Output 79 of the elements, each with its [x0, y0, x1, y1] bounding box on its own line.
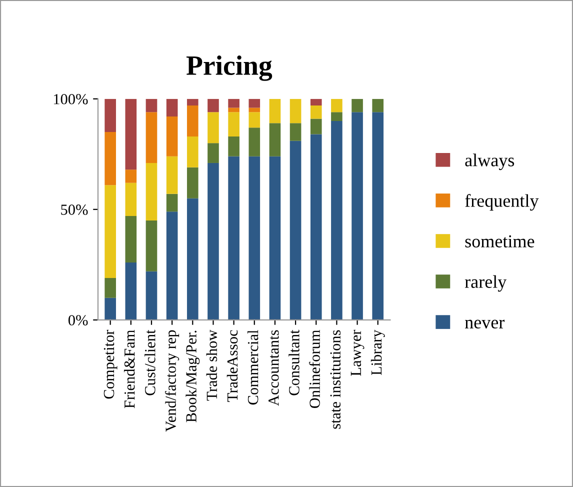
bar — [228, 136, 240, 156]
bar — [248, 98, 260, 108]
bar — [331, 120, 342, 320]
bar — [228, 112, 240, 136]
bar — [146, 271, 158, 320]
bar — [208, 162, 219, 320]
bar — [352, 98, 363, 112]
bar — [290, 123, 302, 141]
bar — [208, 112, 219, 144]
x-tick-label: Vend/factory rep — [165, 330, 180, 432]
legend-label: never — [464, 320, 505, 328]
legend-label: frequently — [465, 194, 539, 211]
bar — [166, 194, 178, 212]
bar — [248, 108, 260, 112]
bar — [290, 98, 302, 124]
bar — [269, 156, 281, 320]
bar — [331, 112, 342, 121]
bar — [125, 182, 137, 216]
chart-title: Pricing — [186, 55, 272, 81]
bar — [186, 105, 198, 136]
bar — [104, 298, 116, 320]
bar — [125, 216, 137, 262]
x-tick-label: Accountants — [268, 330, 279, 406]
bar — [186, 136, 198, 168]
bar — [166, 212, 178, 320]
x-tick-label: Library — [370, 330, 385, 376]
y-tick-label: 0% — [68, 315, 88, 326]
bar — [310, 134, 322, 320]
bar — [104, 98, 116, 132]
x-tick-label: Trade show — [206, 330, 218, 401]
legend-label: rarely — [464, 275, 507, 292]
bar — [310, 98, 322, 106]
x-tick-label: TradeAssoc — [226, 330, 238, 402]
bar — [372, 98, 384, 112]
x-tick-label: state institutions — [330, 330, 341, 429]
bar — [269, 123, 281, 156]
bar — [208, 143, 219, 163]
bar — [248, 112, 260, 128]
x-tick-label: Consultant — [288, 330, 300, 396]
bar — [372, 112, 384, 320]
bar — [352, 112, 363, 320]
bar — [208, 98, 219, 112]
bar — [125, 262, 137, 320]
bar — [104, 278, 116, 298]
bar — [146, 162, 158, 220]
x-tick-label: Cust/client — [144, 330, 156, 396]
bar — [228, 108, 240, 112]
bar — [186, 198, 198, 320]
bar — [248, 128, 260, 156]
y-tick-label: 100% — [54, 94, 88, 104]
bar — [228, 98, 240, 108]
bar — [146, 112, 158, 163]
x-tick-label: Competitor — [104, 330, 118, 399]
bar — [269, 98, 281, 124]
bar — [248, 156, 260, 320]
bar — [186, 167, 198, 198]
bar — [104, 132, 116, 186]
y-tick-label: 50% — [61, 204, 88, 215]
bar — [146, 98, 158, 112]
x-tick-label: Friend&Fam — [124, 330, 135, 408]
bar — [331, 98, 342, 112]
bar — [166, 156, 178, 194]
bar — [310, 105, 322, 119]
bar — [125, 98, 137, 170]
bar — [104, 185, 116, 278]
x-tick-label: Commercial — [247, 330, 258, 405]
x-tick-label: Onlineforum — [309, 330, 320, 408]
bar — [166, 98, 178, 117]
x-tick-label: Lawyer — [350, 330, 364, 376]
bar — [310, 118, 322, 134]
bar — [228, 156, 240, 320]
bar — [125, 170, 137, 183]
bar — [290, 140, 302, 320]
x-tick-label: Book/Mag/Per. — [186, 330, 200, 422]
bar — [146, 220, 158, 272]
legend-label: sometime — [465, 235, 534, 248]
legend-label: always — [465, 154, 514, 170]
bar — [186, 98, 198, 106]
bar — [166, 116, 178, 156]
